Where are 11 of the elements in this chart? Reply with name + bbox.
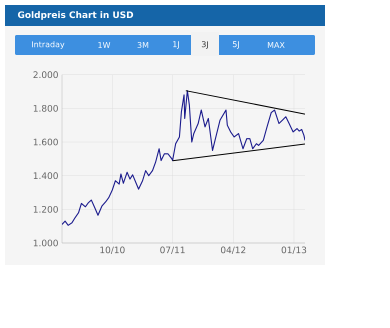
y-tick-label: 1.000 [34,240,58,246]
y-tick-label: 1.800 [34,104,58,112]
x-tick-label: 10/10 [100,246,125,254]
y-tick-label: 1.600 [34,138,58,146]
x-tick-label: 04/12 [220,246,246,254]
y-tick-label: 1.200 [34,206,58,213]
chart-title: Goldpreis Chart in USD [18,11,134,20]
y-tick-label: 1.400 [34,172,58,180]
x-tick-label: 01/13 [282,246,306,254]
y-tick-label: 2.000 [33,71,58,78]
x-tick-label: 07/11 [160,246,185,254]
